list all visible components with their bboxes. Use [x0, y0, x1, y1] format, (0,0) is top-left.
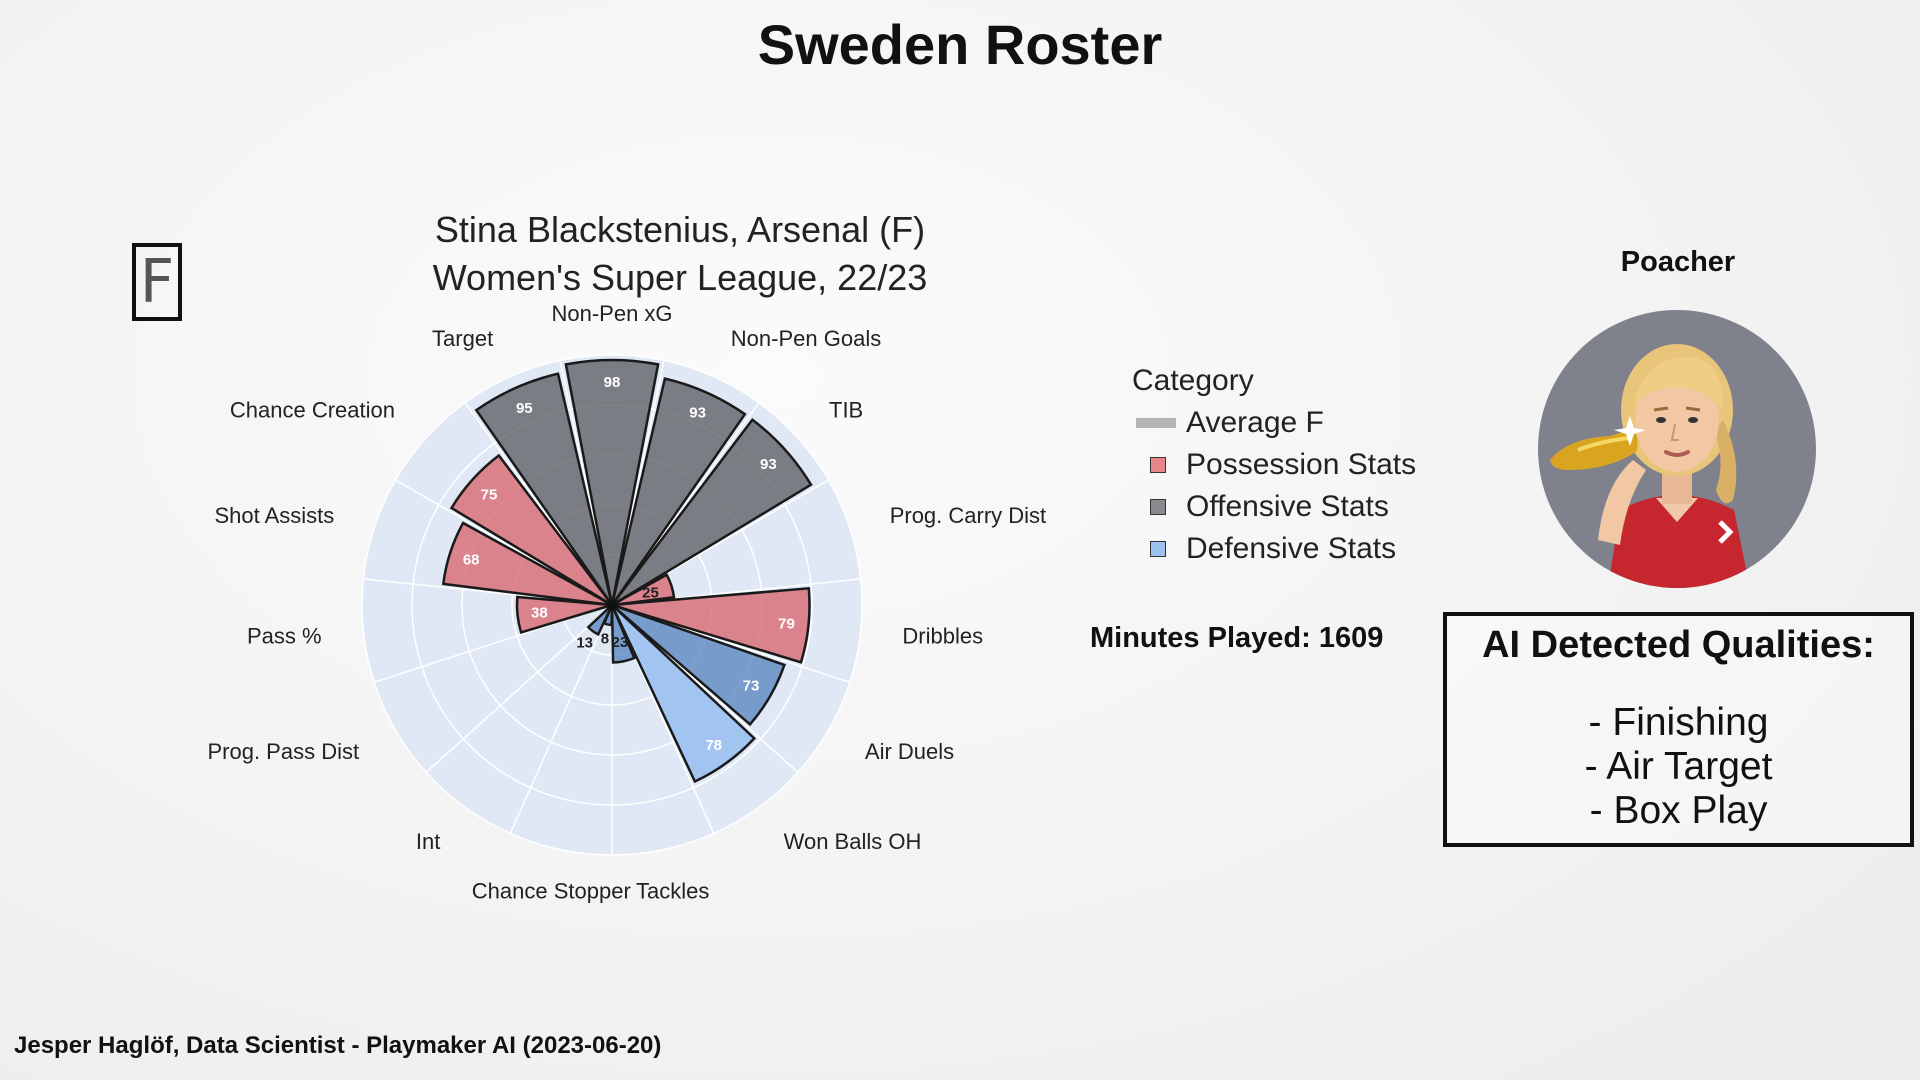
ai-qualities-box: AI Detected Qualities: - Finishing - Air…	[1443, 612, 1914, 847]
legend-title: Category	[1132, 364, 1254, 397]
bar-air-duels	[611, 603, 786, 727]
legend-swatch-average	[1136, 418, 1176, 428]
chart-title-line-2: Women's Super League, 22/23	[432, 257, 928, 298]
value-label: 73	[743, 677, 760, 694]
bar-tackles	[610, 604, 636, 664]
legend-swatch-possession	[1150, 457, 1166, 473]
bar-tib	[611, 417, 813, 607]
chart-center	[607, 600, 617, 610]
value-label: 79	[778, 615, 795, 632]
value-label: 93	[689, 405, 706, 422]
legend-item-defensive: Defensive Stats	[1132, 528, 1416, 570]
legend-swatch-offensive	[1150, 499, 1166, 515]
category-label: Chance Creation	[230, 398, 395, 423]
quality-item: - Box Play	[1589, 789, 1768, 832]
quality-item: - Air Target	[1584, 745, 1773, 788]
category-label: Air Duels	[865, 739, 954, 764]
category-label: Prog. Pass Dist	[207, 739, 359, 764]
bar-int	[586, 604, 614, 637]
category-label: Non-Pen Goals	[731, 326, 881, 351]
category-label: Non-Pen xG	[551, 301, 672, 326]
chart-title-line-1: Stina Blackstenius, Arsenal (F)	[434, 209, 926, 250]
value-label: 38	[531, 605, 548, 622]
category-label: Won Balls OH	[784, 829, 922, 854]
grid-spoke	[425, 604, 613, 773]
bar-non-pen-goals	[610, 377, 747, 606]
value-label: 23	[612, 634, 629, 651]
footer-credit: Jesper Haglöf, Data Scientist - Playmake…	[14, 1032, 662, 1059]
bar-target	[474, 372, 614, 606]
value-label: 95	[516, 400, 533, 417]
category-label: Target	[432, 326, 493, 351]
ai-qualities-list: - Finishing - Air Target - Box Play	[1447, 701, 1910, 833]
value-label: 13	[576, 635, 593, 652]
legend-label: Offensive Stats	[1186, 490, 1389, 523]
category-label: Shot Assists	[214, 503, 334, 528]
value-label: 93	[760, 456, 777, 473]
chart-legend: Category Average F Possession Stats Offe…	[1132, 364, 1416, 570]
legend-label: Average F	[1186, 406, 1324, 439]
category-label: Int	[416, 829, 440, 854]
category-label: Prog. Carry Dist	[890, 503, 1046, 528]
bar-pass-	[515, 595, 613, 635]
bar-prog-carry-dist	[611, 573, 676, 607]
category-label: Dribbles	[902, 624, 983, 649]
legend-item-offensive: Offensive Stats	[1132, 486, 1416, 528]
value-label: 75	[481, 486, 498, 503]
legend-item-possession: Possession Stats	[1132, 444, 1416, 486]
ai-qualities-title: AI Detected Qualities:	[1482, 624, 1875, 666]
value-label: 25	[642, 585, 659, 602]
bar-shot-assists	[441, 521, 613, 607]
position-badge: F	[132, 243, 182, 321]
player-avatar-icon	[1538, 310, 1816, 588]
category-label: Chance Stopper	[472, 879, 631, 904]
minutes-played: Minutes Played: 1609	[1090, 622, 1384, 654]
category-label: TIB	[829, 398, 863, 423]
grid-spoke	[509, 604, 613, 834]
legend-swatch-defensive	[1150, 541, 1166, 557]
legend-item-average: Average F	[1132, 402, 1416, 444]
bar-won-balls-oh	[610, 604, 757, 784]
legend-label: Possession Stats	[1186, 448, 1417, 481]
bar-non-pen-xg	[564, 358, 660, 606]
value-label: 8	[601, 630, 609, 647]
category-label: Pass %	[247, 624, 322, 649]
player-profile-label: Poacher	[1620, 246, 1736, 278]
category-label: Tackles	[636, 879, 709, 904]
bar-chance-creation	[449, 453, 613, 607]
quality-item: - Finishing	[1588, 701, 1769, 744]
value-label: 98	[604, 374, 621, 391]
bar-dribbles	[611, 586, 811, 664]
page-title: Sweden Roster	[757, 13, 1163, 76]
value-label: 68	[463, 551, 480, 568]
value-label: 78	[705, 737, 722, 754]
legend-label: Defensive Stats	[1186, 532, 1397, 565]
